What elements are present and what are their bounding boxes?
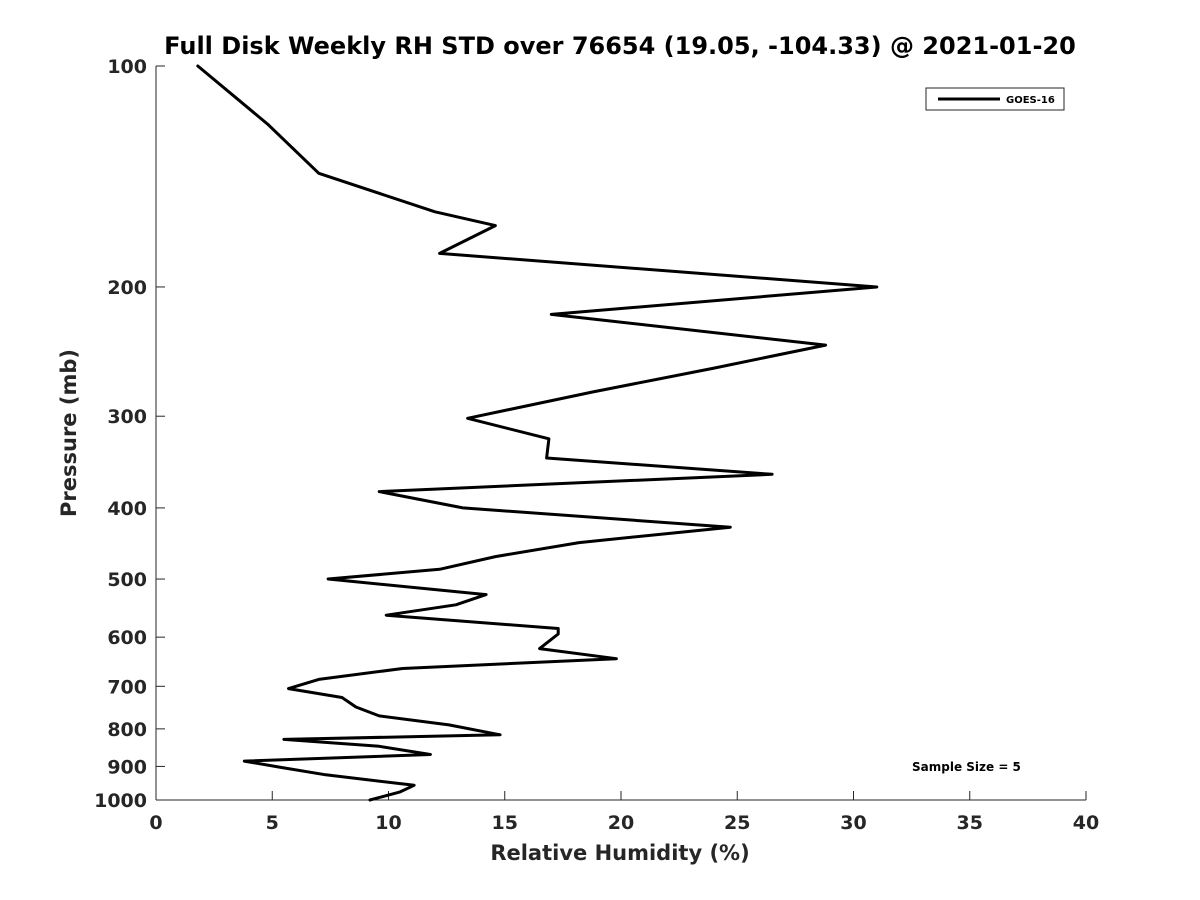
x-tick-label: 25 [724,812,750,834]
sample-size-annotation: Sample Size = 5 [912,760,1021,774]
y-tick-label: 300 [107,406,147,428]
x-tick-label: 15 [492,812,518,834]
series-line-goes-16 [196,64,879,802]
chart-title: Full Disk Weekly RH STD over 76654 (19.0… [164,32,1076,60]
plot-area: 0 5 10 15 20 25 30 35 40 100 200 300 400 500 600 700 800… [94,56,1099,834]
x-tick-label: 0 [149,812,162,834]
x-tick-label: 40 [1073,812,1099,834]
x-tick-label: 30 [840,812,866,834]
x-axis-label: Relative Humidity (%) [490,841,749,865]
x-tick-label: 20 [608,812,634,834]
y-tick-label: 1000 [94,790,147,812]
y-tick-label: 900 [107,756,147,778]
y-tick-label: 600 [107,627,147,649]
y-tick-label: 200 [107,277,147,299]
y-axis-label: Pressure (mb) [57,349,81,517]
y-tick-label: 100 [107,56,147,78]
y-tick-label: 700 [107,676,147,698]
legend: GOES-16 [925,87,1065,111]
y-tick-label: 500 [107,569,147,591]
x-tick-label: 35 [957,812,983,834]
y-tick-label: 800 [107,719,147,741]
y-tick-label: 400 [107,498,147,520]
legend-label-goes-16: GOES-16 [1006,95,1055,106]
x-tick-label: 10 [375,812,401,834]
x-tick-label: 5 [266,812,279,834]
